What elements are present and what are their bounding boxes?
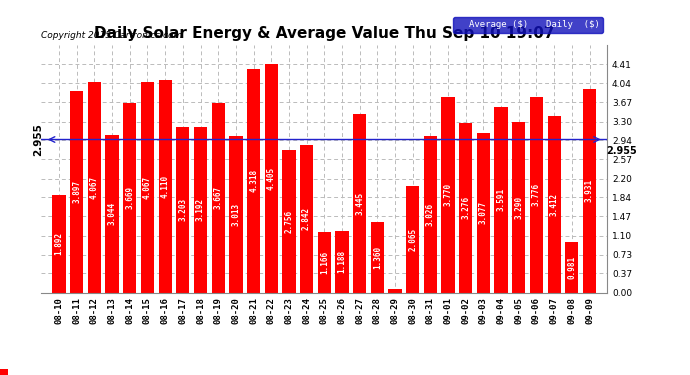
- Bar: [159, 80, 172, 292]
- Text: 3.203: 3.203: [178, 198, 188, 221]
- Bar: [495, 106, 508, 292]
- Bar: [176, 127, 190, 292]
- Text: 4.405: 4.405: [267, 167, 276, 190]
- Bar: [406, 186, 420, 292]
- Text: 2.955: 2.955: [33, 123, 43, 156]
- Text: 3.412: 3.412: [550, 193, 559, 216]
- Text: 3.669: 3.669: [126, 186, 135, 209]
- Bar: [52, 195, 66, 292]
- Bar: [282, 150, 295, 292]
- Text: 3.931: 3.931: [585, 179, 594, 202]
- Bar: [335, 231, 348, 292]
- Text: 1.892: 1.892: [55, 232, 63, 255]
- Bar: [141, 82, 154, 292]
- Bar: [317, 232, 331, 292]
- Bar: [477, 133, 490, 292]
- Text: 3.776: 3.776: [532, 183, 541, 206]
- Bar: [353, 114, 366, 292]
- Text: 3.192: 3.192: [196, 198, 205, 221]
- Bar: [459, 123, 473, 292]
- Text: 0.981: 0.981: [567, 255, 576, 279]
- Text: 3.026: 3.026: [426, 202, 435, 226]
- Bar: [583, 89, 596, 292]
- Bar: [530, 97, 543, 292]
- Text: 4.067: 4.067: [143, 176, 152, 199]
- Legend: Average ($), Daily  ($): Average ($), Daily ($): [453, 17, 602, 33]
- Text: 3.013: 3.013: [231, 203, 240, 226]
- Text: 3.077: 3.077: [479, 201, 488, 224]
- Text: Copyright 2015 Cartronics.com: Copyright 2015 Cartronics.com: [41, 31, 183, 40]
- Text: 4.067: 4.067: [90, 176, 99, 199]
- Bar: [124, 102, 137, 292]
- Bar: [265, 64, 278, 292]
- Text: 1.360: 1.360: [373, 246, 382, 269]
- Text: 3.044: 3.044: [108, 202, 117, 225]
- Text: 2.756: 2.756: [284, 210, 293, 233]
- Text: 2.842: 2.842: [302, 207, 311, 231]
- Text: 4.318: 4.318: [249, 169, 258, 192]
- Text: 3.276: 3.276: [461, 196, 471, 219]
- Text: 1.166: 1.166: [319, 251, 329, 274]
- Bar: [388, 290, 402, 292]
- Bar: [300, 146, 313, 292]
- Text: 4.110: 4.110: [161, 174, 170, 198]
- Text: 3.770: 3.770: [444, 183, 453, 207]
- Bar: [88, 82, 101, 292]
- Text: 3.667: 3.667: [214, 186, 223, 209]
- Bar: [371, 222, 384, 292]
- Bar: [565, 242, 578, 292]
- Text: 3.591: 3.591: [497, 188, 506, 211]
- Text: 2.955: 2.955: [607, 146, 637, 156]
- Bar: [548, 116, 561, 292]
- Bar: [212, 103, 225, 292]
- Bar: [229, 136, 242, 292]
- Text: 3.445: 3.445: [355, 192, 364, 215]
- Bar: [442, 97, 455, 292]
- Bar: [424, 136, 437, 292]
- Text: 2.065: 2.065: [408, 228, 417, 251]
- Text: 3.897: 3.897: [72, 180, 81, 203]
- Bar: [106, 135, 119, 292]
- Text: 3.290: 3.290: [514, 196, 523, 219]
- Bar: [194, 127, 207, 292]
- Bar: [70, 91, 83, 292]
- Bar: [512, 122, 525, 292]
- Text: 1.188: 1.188: [337, 250, 346, 273]
- Title: Daily Solar Energy & Average Value Thu Sep 10 19:07: Daily Solar Energy & Average Value Thu S…: [94, 26, 555, 41]
- Bar: [247, 69, 260, 292]
